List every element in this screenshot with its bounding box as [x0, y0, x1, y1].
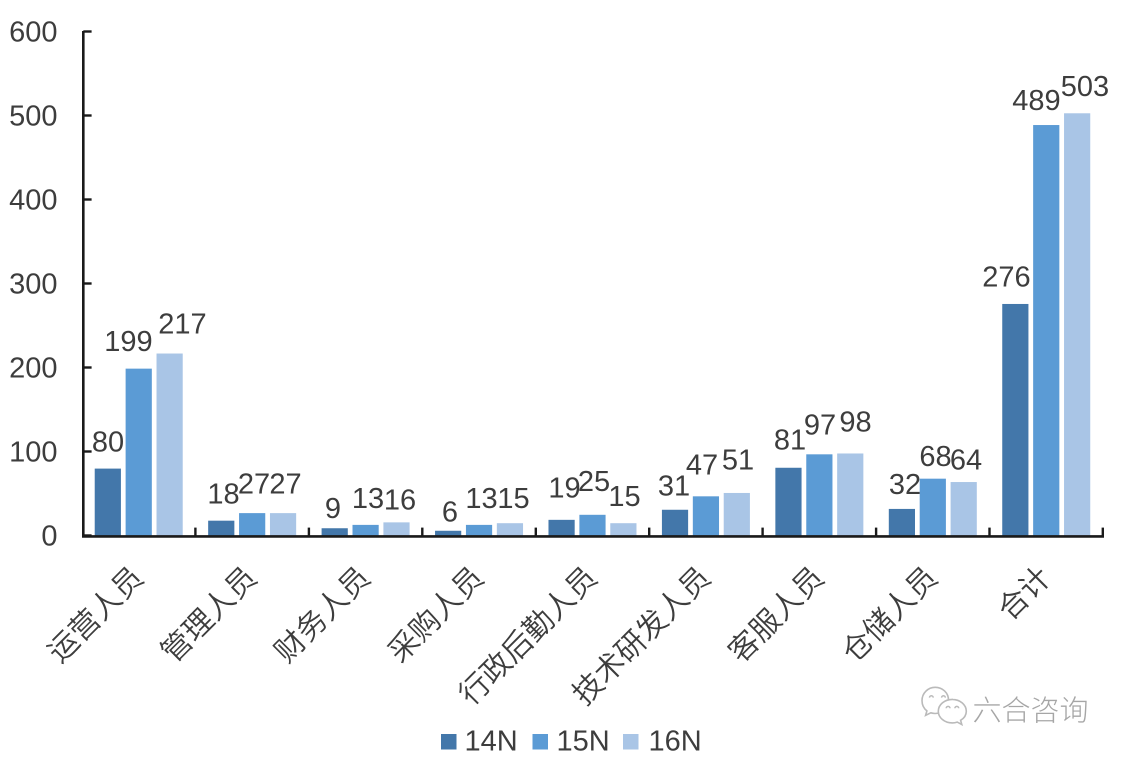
svg-text:200: 200 [9, 353, 57, 385]
svg-text:13: 13 [465, 483, 497, 515]
svg-text:15: 15 [608, 481, 640, 513]
svg-text:15: 15 [497, 483, 529, 515]
svg-text:199: 199 [104, 326, 152, 358]
svg-text:100: 100 [9, 437, 57, 469]
svg-text:500: 500 [9, 101, 57, 133]
svg-text:18: 18 [207, 479, 239, 511]
svg-text:32: 32 [889, 469, 921, 501]
svg-text:31: 31 [658, 471, 690, 503]
svg-text:9: 9 [325, 493, 341, 525]
svg-text:19: 19 [548, 473, 580, 505]
svg-text:97: 97 [804, 410, 836, 442]
svg-text:47: 47 [686, 450, 718, 482]
svg-text:0: 0 [41, 521, 57, 553]
svg-text:27: 27 [269, 469, 301, 501]
svg-text:300: 300 [9, 269, 57, 301]
svg-text:27: 27 [238, 469, 270, 501]
svg-text:64: 64 [950, 445, 982, 477]
svg-text:16: 16 [384, 485, 416, 517]
svg-text:80: 80 [92, 427, 124, 459]
svg-text:217: 217 [158, 309, 206, 341]
svg-text:276: 276 [982, 262, 1030, 294]
svg-text:68: 68 [919, 441, 951, 473]
svg-text:13: 13 [352, 483, 384, 515]
svg-text:98: 98 [839, 407, 871, 439]
svg-text:400: 400 [9, 185, 57, 217]
svg-text:6: 6 [442, 497, 458, 529]
svg-text:51: 51 [722, 445, 754, 477]
svg-text:15N: 15N [557, 726, 610, 758]
svg-text:25: 25 [578, 466, 610, 498]
svg-text:14N: 14N [465, 726, 518, 758]
svg-text:16N: 16N [649, 726, 702, 758]
svg-text:81: 81 [774, 425, 806, 457]
svg-text:600: 600 [9, 17, 57, 49]
svg-text:489: 489 [1012, 85, 1060, 117]
svg-text:503: 503 [1061, 71, 1109, 103]
